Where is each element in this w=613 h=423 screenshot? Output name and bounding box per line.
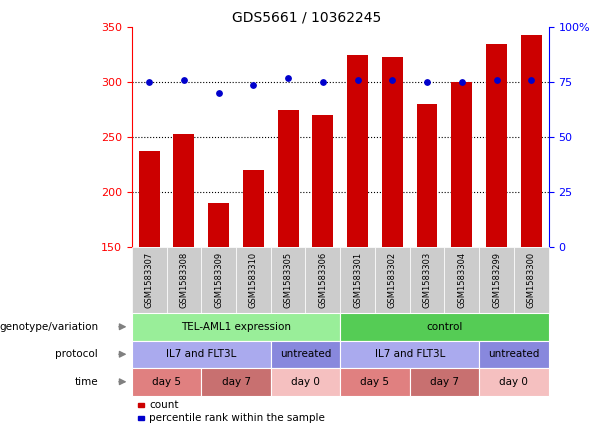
Text: IL7 and FLT3L: IL7 and FLT3L: [375, 349, 445, 359]
Bar: [521, 35, 542, 247]
Point: [283, 75, 293, 82]
Text: GSM1583310: GSM1583310: [249, 252, 258, 308]
Bar: [173, 134, 194, 247]
Text: GSM1583308: GSM1583308: [180, 252, 188, 308]
Text: GDS5661 / 10362245: GDS5661 / 10362245: [232, 11, 381, 25]
Text: percentile rank within the sample: percentile rank within the sample: [149, 413, 325, 423]
Point: [144, 79, 154, 86]
Text: time: time: [74, 377, 98, 387]
Bar: [382, 57, 403, 247]
Bar: [243, 170, 264, 247]
Text: day 7: day 7: [221, 377, 251, 387]
Bar: [347, 55, 368, 247]
Point: [248, 81, 258, 88]
Text: day 7: day 7: [430, 377, 459, 387]
Point: [214, 90, 224, 97]
Text: untreated: untreated: [488, 349, 539, 359]
Text: protocol: protocol: [55, 349, 98, 359]
Text: count: count: [149, 400, 178, 410]
Bar: [139, 151, 159, 247]
Bar: [486, 44, 507, 247]
Bar: [451, 82, 472, 247]
Point: [387, 77, 397, 84]
Text: GSM1583306: GSM1583306: [318, 252, 327, 308]
Point: [527, 77, 536, 84]
Text: GSM1583303: GSM1583303: [422, 252, 432, 308]
Bar: [417, 104, 438, 247]
Text: day 5: day 5: [152, 377, 181, 387]
Text: control: control: [426, 322, 463, 332]
Text: GSM1583302: GSM1583302: [388, 252, 397, 308]
Bar: [278, 110, 299, 247]
Bar: [208, 203, 229, 247]
Text: GSM1583301: GSM1583301: [353, 252, 362, 308]
Text: GSM1583305: GSM1583305: [284, 252, 292, 308]
Text: GSM1583299: GSM1583299: [492, 252, 501, 308]
Text: TEL-AML1 expression: TEL-AML1 expression: [181, 322, 291, 332]
Text: GSM1583304: GSM1583304: [457, 252, 466, 308]
Text: day 0: day 0: [291, 377, 320, 387]
Point: [492, 77, 501, 84]
Point: [422, 79, 432, 86]
Text: GSM1583300: GSM1583300: [527, 252, 536, 308]
Point: [457, 79, 466, 86]
Text: GSM1583309: GSM1583309: [214, 252, 223, 308]
Point: [179, 77, 189, 84]
Text: day 5: day 5: [360, 377, 389, 387]
Point: [318, 79, 328, 86]
Text: GSM1583307: GSM1583307: [145, 252, 154, 308]
Bar: [313, 115, 333, 247]
Point: [352, 77, 362, 84]
Text: day 0: day 0: [500, 377, 528, 387]
Text: genotype/variation: genotype/variation: [0, 322, 98, 332]
Text: IL7 and FLT3L: IL7 and FLT3L: [166, 349, 237, 359]
Text: untreated: untreated: [280, 349, 331, 359]
